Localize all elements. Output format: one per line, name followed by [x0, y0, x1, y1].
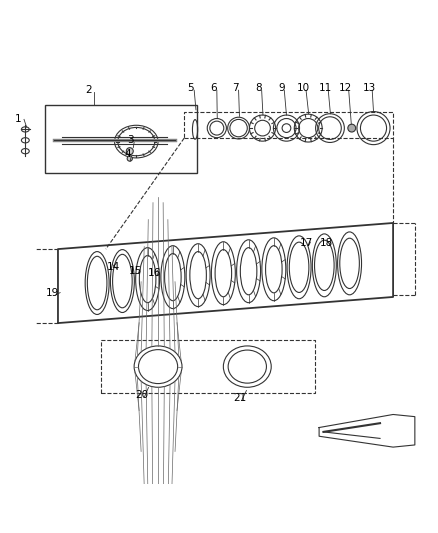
Text: 7: 7 [232, 83, 238, 93]
Bar [45, 106, 197, 173]
Text: 10: 10 [297, 83, 310, 93]
Text: 16: 16 [148, 269, 161, 278]
Text: 11: 11 [318, 83, 332, 93]
Text: 2: 2 [85, 85, 92, 95]
Text: 8: 8 [255, 83, 262, 93]
Text: 12: 12 [339, 83, 352, 93]
Text: 17: 17 [300, 238, 313, 248]
Text: 5: 5 [187, 83, 194, 93]
Text: 15: 15 [128, 266, 141, 276]
Text: 3: 3 [127, 135, 134, 146]
Text: 20: 20 [135, 390, 148, 400]
Circle shape [127, 156, 132, 161]
Text: 19: 19 [46, 288, 60, 297]
Text: 1: 1 [14, 114, 21, 124]
Circle shape [126, 148, 133, 155]
Text: 4: 4 [124, 149, 131, 159]
Text: 9: 9 [278, 83, 285, 93]
Circle shape [348, 124, 356, 132]
Text: 21: 21 [233, 393, 247, 403]
Text: 13: 13 [363, 83, 376, 93]
Text: 18: 18 [320, 238, 334, 248]
Text: 6: 6 [210, 83, 217, 93]
Text: 14: 14 [106, 262, 120, 271]
